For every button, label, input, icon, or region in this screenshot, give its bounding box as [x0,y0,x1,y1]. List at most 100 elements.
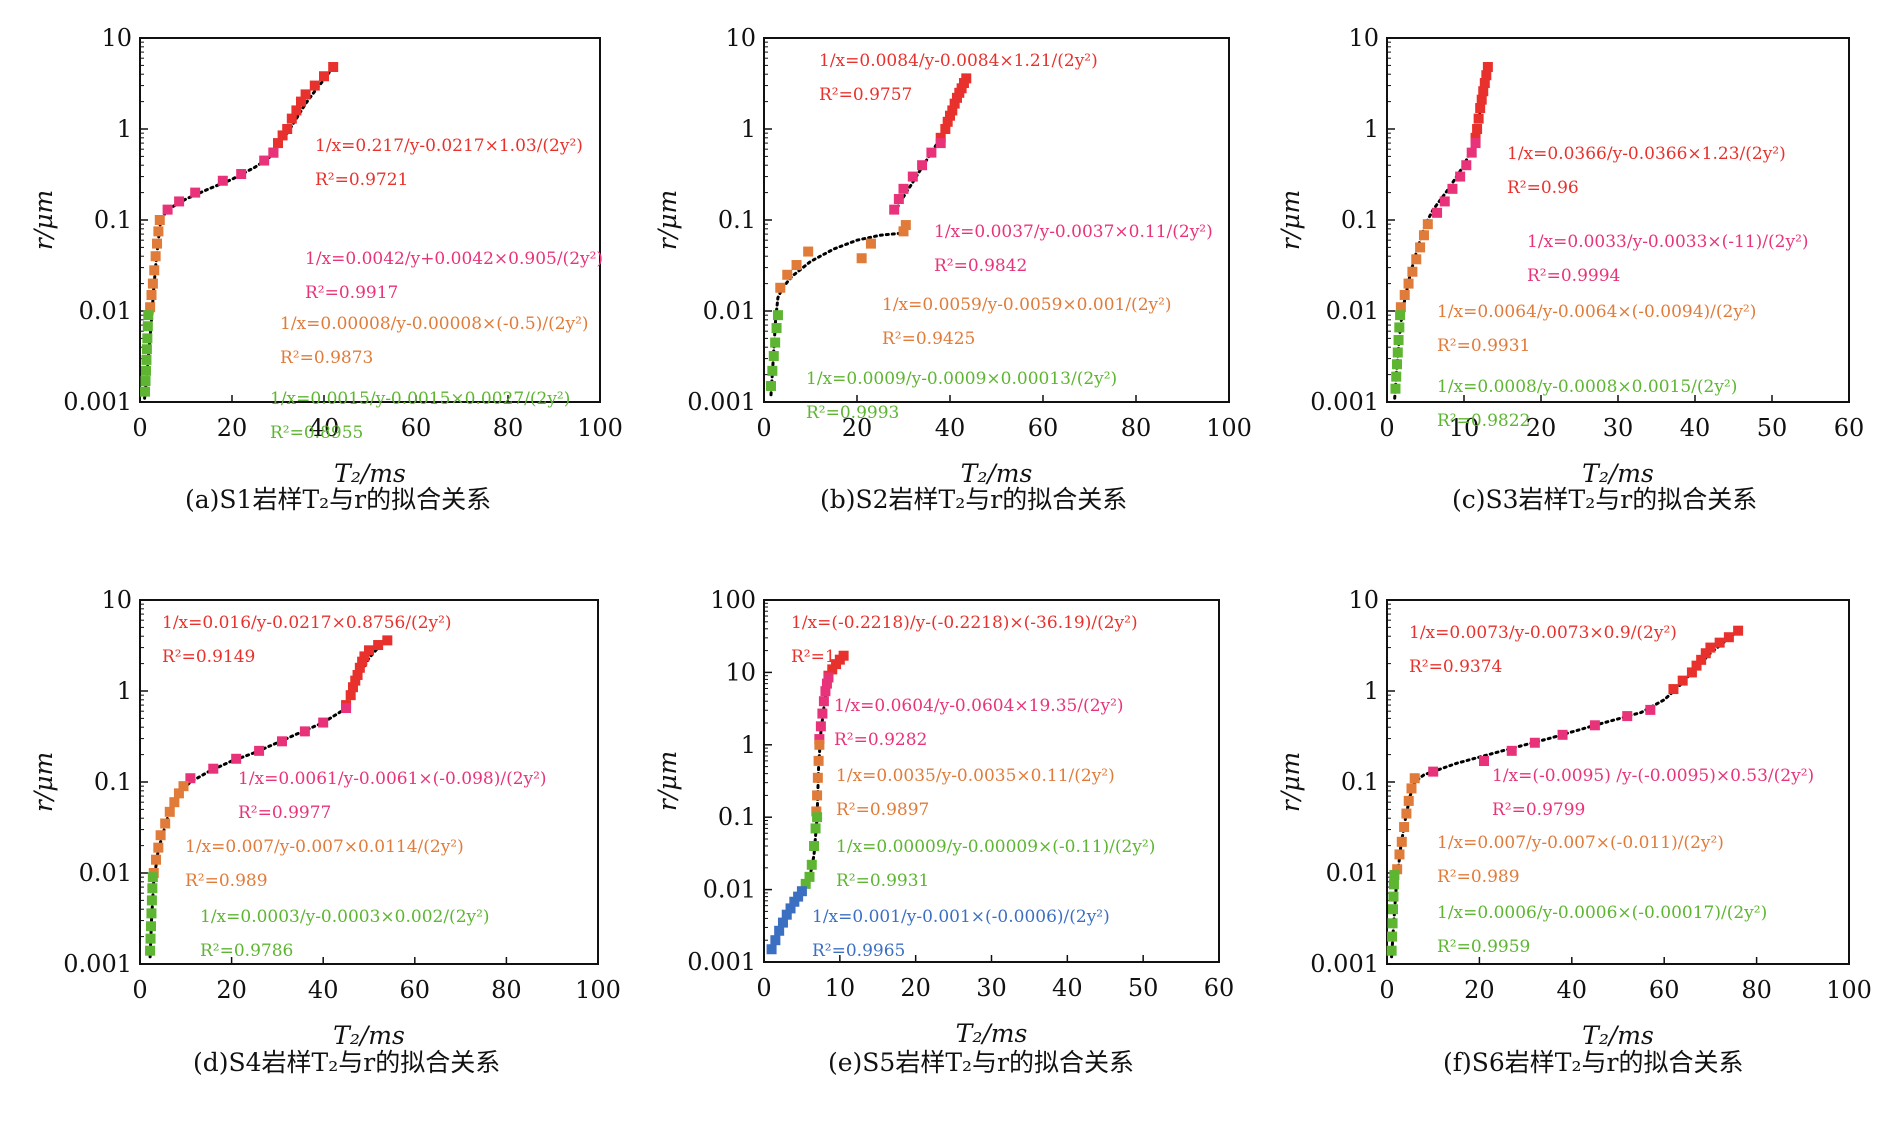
x-tick-label: 40 [1557,976,1588,1004]
data-point-red [1686,667,1697,678]
y-tick-label: 0.01 [1326,859,1379,887]
x-tick-label: 40 [309,414,340,442]
r-squared-orange: R²=0.9931 [1437,336,1530,356]
fit-equation-magenta: 1/x=(-0.0095) /y-(-0.0095)×0.53/(2y²) [1492,766,1814,786]
r-squared-green: R²=0.9931 [836,871,929,891]
data-point-orange [1403,278,1414,289]
data-point-green [146,895,157,906]
data-point-green [140,386,151,397]
data-point-magenta [1466,147,1477,158]
r-squared-magenta: R²=0.9842 [934,256,1027,276]
x-tick-label: 30 [1603,414,1634,442]
data-point-green [1387,918,1398,929]
caption-d: (d)S4岩样T₂与r的拟合关系 [193,1048,501,1077]
data-point-green [1387,931,1398,942]
data-point-orange [1392,864,1403,875]
data-point-red [354,662,365,673]
data-point-green [1386,945,1397,956]
fit-equation-magenta: 1/x=0.0604/y-0.0604×19.35/(2y²) [834,696,1124,716]
data-point-orange [1399,822,1410,833]
data-point-orange [146,289,157,300]
data-point-green [1388,891,1399,902]
data-point-red [1476,94,1487,105]
data-point-orange [155,830,166,841]
fit-equation-red: 1/x=(-0.2218)/y-(-0.2218)×(-36.19)/(2y²) [791,613,1138,633]
y-tick-label: 1 [1364,115,1379,143]
r-squared-magenta: R²=0.9282 [834,730,927,750]
data-point-magenta [1428,766,1439,777]
data-point-green [140,376,151,387]
data-point-orange [1411,254,1422,265]
x-tick-label: 10 [1449,414,1480,442]
data-point-magenta [926,147,937,158]
data-point-orange [813,755,824,766]
data-point-magenta [174,196,185,207]
data-point-magenta [907,171,918,182]
fit-equation-magenta: 1/x=0.0033/y-0.0033×(-11)/(2y²) [1527,232,1809,252]
r-squared-red: R²=1 [791,647,836,667]
data-point-blue [766,944,777,955]
data-point-green [141,354,152,365]
data-point-blue [781,909,792,920]
y-tick-label: 0.001 [687,948,756,976]
data-point-green [1392,347,1403,358]
r-squared-magenta: R²=0.9917 [305,283,398,303]
chart-svg-d: 0 20 40 60 80 100 0.001 0.01 0.1 1 10 T₂/ms r/μm 1/x=… [29,586,621,1050]
y-tick-label: 10 [1348,586,1379,614]
data-point-orange [147,278,158,289]
data-point-red [319,71,329,82]
data-point-orange [153,842,164,853]
x-tick-label: 50 [1757,414,1788,442]
data-point-red [935,132,946,143]
data-point-magenta [1432,207,1443,218]
x-tick-label: 0 [756,414,771,442]
data-point-magenta [1589,720,1600,731]
data-point-red [328,62,339,73]
data-point-orange [178,781,189,792]
data-point-orange [1415,242,1426,253]
data-point-magenta [1506,745,1517,756]
data-point-orange [775,282,786,293]
data-point-red [940,124,951,134]
fit-equation-red: 1/x=0.0366/y-0.0366×1.23/(2y²) [1507,144,1786,164]
y-axis-label: r/μm [1276,752,1305,812]
chart-svg-e: 0 10 20 30 40 50 60 0.001 0.01 0.1 1 10 100 T₂/ms r/μm… [653,586,1234,1048]
r-squared-magenta: R²=0.9799 [1492,800,1585,820]
data-point-red [1733,625,1744,636]
r-squared-orange: R²=0.989 [1437,867,1520,887]
y-tick-label: 0.1 [718,803,756,831]
y-tick-label: 0.01 [703,297,756,325]
data-point-red [382,635,393,646]
y-tick-label: 0.01 [79,297,132,325]
x-tick-label: 30 [976,974,1007,1002]
data-point-green [1393,335,1404,346]
data-point-blue [793,891,804,902]
data-point-red [345,690,356,701]
data-point-blue [774,925,785,936]
data-point-green [145,921,156,932]
data-point-green [143,310,154,321]
data-point-magenta [162,204,173,215]
data-point-green [145,933,156,944]
x-tick-label: 20 [900,974,931,1002]
fit-line [1393,65,1489,400]
x-tick-label: 60 [1028,414,1059,442]
fit-equation-magenta: 1/x=0.0061/y-0.0061×(-0.098)/(2y²) [238,769,547,789]
y-tick-label: 1 [741,115,756,143]
data-point-orange [900,220,911,231]
data-point-orange [1396,836,1407,847]
data-point-green [1390,383,1401,394]
x-tick-label: 80 [491,976,522,1004]
data-point-green [1391,371,1402,382]
data-point-magenta [231,753,242,764]
data-point-red [961,73,972,84]
data-point-orange [154,215,165,225]
data-point-magenta [236,169,247,180]
y-tick-label: 1 [741,731,756,759]
x-tick-label: 60 [1834,414,1865,442]
data-point-red [359,651,370,662]
data-point-orange [856,253,867,264]
data-point-green [142,333,153,344]
r-squared-red: R²=0.9374 [1409,657,1502,677]
data-point-orange [791,260,802,271]
